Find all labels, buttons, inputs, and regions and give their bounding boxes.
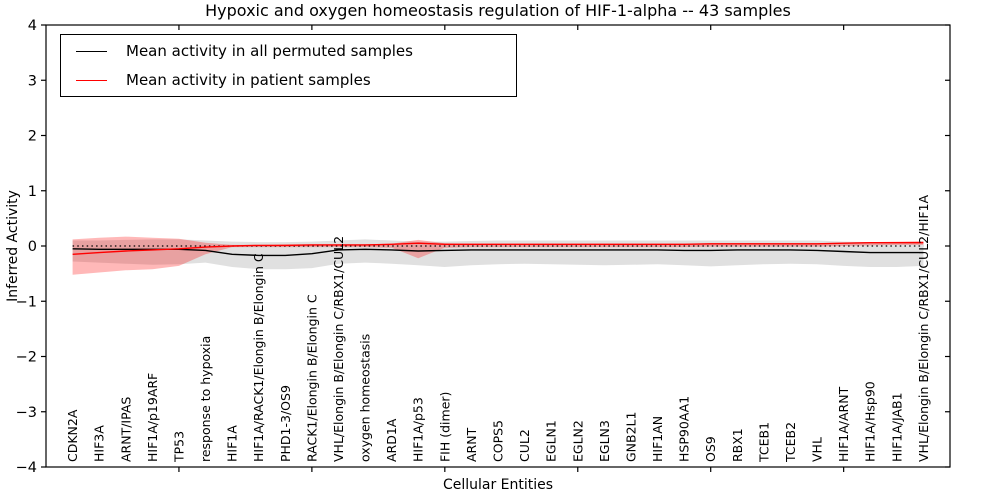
x-category-label: ARNT	[464, 427, 479, 462]
legend-label-permuted: Mean activity in all permuted samples	[126, 42, 413, 60]
legend-box: Mean activity in all permuted samples Me…	[60, 34, 517, 97]
x-axis-title: Cellular Entities	[442, 477, 554, 493]
x-category-label: HIF1A/RACK1/Elongin B/Elongin C	[251, 253, 266, 462]
x-category-label: FIH (dimer)	[437, 392, 452, 462]
band-permuted-samples-range	[72, 239, 924, 270]
x-category-label: TCEB1	[756, 422, 771, 463]
x-category-label: TCEB2	[783, 422, 798, 463]
x-category-label: GNB2L1	[623, 412, 638, 462]
y-tick-label: 2	[28, 129, 37, 145]
x-category-label: PHD1-3/OS9	[278, 385, 293, 462]
x-category-label: CUL2	[517, 429, 532, 462]
series-line-permuted	[72, 248, 924, 257]
y-tick-label: −2	[16, 350, 37, 366]
x-category-label: ARD1A	[384, 418, 399, 462]
x-category-label: VHL/Elongin B/Elongin C/RBX1/CUL2	[331, 236, 346, 462]
patient-line-swatch-icon	[76, 79, 107, 81]
y-tick-label: 1	[28, 184, 37, 200]
y-tick-label: −1	[16, 294, 37, 310]
x-category-label: HIF1AN	[650, 416, 665, 462]
y-tick-label: 3	[28, 73, 37, 89]
x-category-label: VHL	[810, 437, 825, 462]
y-axis-title: Inferred Activity	[5, 190, 21, 302]
x-category-label: ARNT/IPAS	[118, 397, 133, 462]
x-category-label: HIF1A/JAB1	[889, 392, 904, 462]
legend-item-permuted: Mean activity in all permuted samples	[61, 38, 516, 64]
x-category-label: EGLN3	[597, 420, 612, 462]
legend-item-patient: Mean activity in patient samples	[61, 67, 516, 93]
y-tick-label: 0	[28, 239, 37, 255]
x-category-label: EGLN2	[570, 420, 585, 462]
x-category-label: OS9	[703, 436, 718, 462]
x-category-label: HSP90AA1	[677, 396, 692, 462]
x-category-label: HIF1A/ARNT	[836, 386, 851, 462]
x-category-label: HIF1A/p19ARF	[145, 373, 160, 462]
x-category-label: TP53	[171, 431, 186, 463]
chart-title: Hypoxic and oxygen homeostasis regulatio…	[205, 1, 791, 20]
legend-label-patient: Mean activity in patient samples	[126, 71, 371, 89]
x-category-label: CDKN2A	[65, 409, 80, 462]
series-line-patient	[72, 241, 924, 255]
x-category-label: COPS5	[491, 420, 506, 462]
x-category-label: EGLN1	[544, 420, 559, 462]
x-category-label: HIF1A/p53	[411, 397, 426, 462]
x-category-label: HIF1A/Hsp90	[863, 381, 878, 462]
x-category-label: VHL/Elongin B/Elongin C/RBX1/CUL2/HIF1A	[916, 194, 931, 462]
x-category-label: RACK1/Elongin B/Elongin C	[304, 294, 319, 462]
x-category-label: RBX1	[730, 428, 745, 462]
x-category-label: HIF3A	[92, 425, 107, 462]
y-tick-label: −3	[16, 405, 37, 421]
x-category-label: response to hypoxia	[198, 336, 213, 462]
x-category-label: oxygen homeostasis	[358, 334, 373, 462]
y-tick-label: 4	[28, 18, 37, 34]
permuted-line-swatch-icon	[76, 50, 107, 52]
x-category-label: HIF1A	[225, 425, 240, 462]
y-tick-label: −4	[16, 460, 37, 476]
